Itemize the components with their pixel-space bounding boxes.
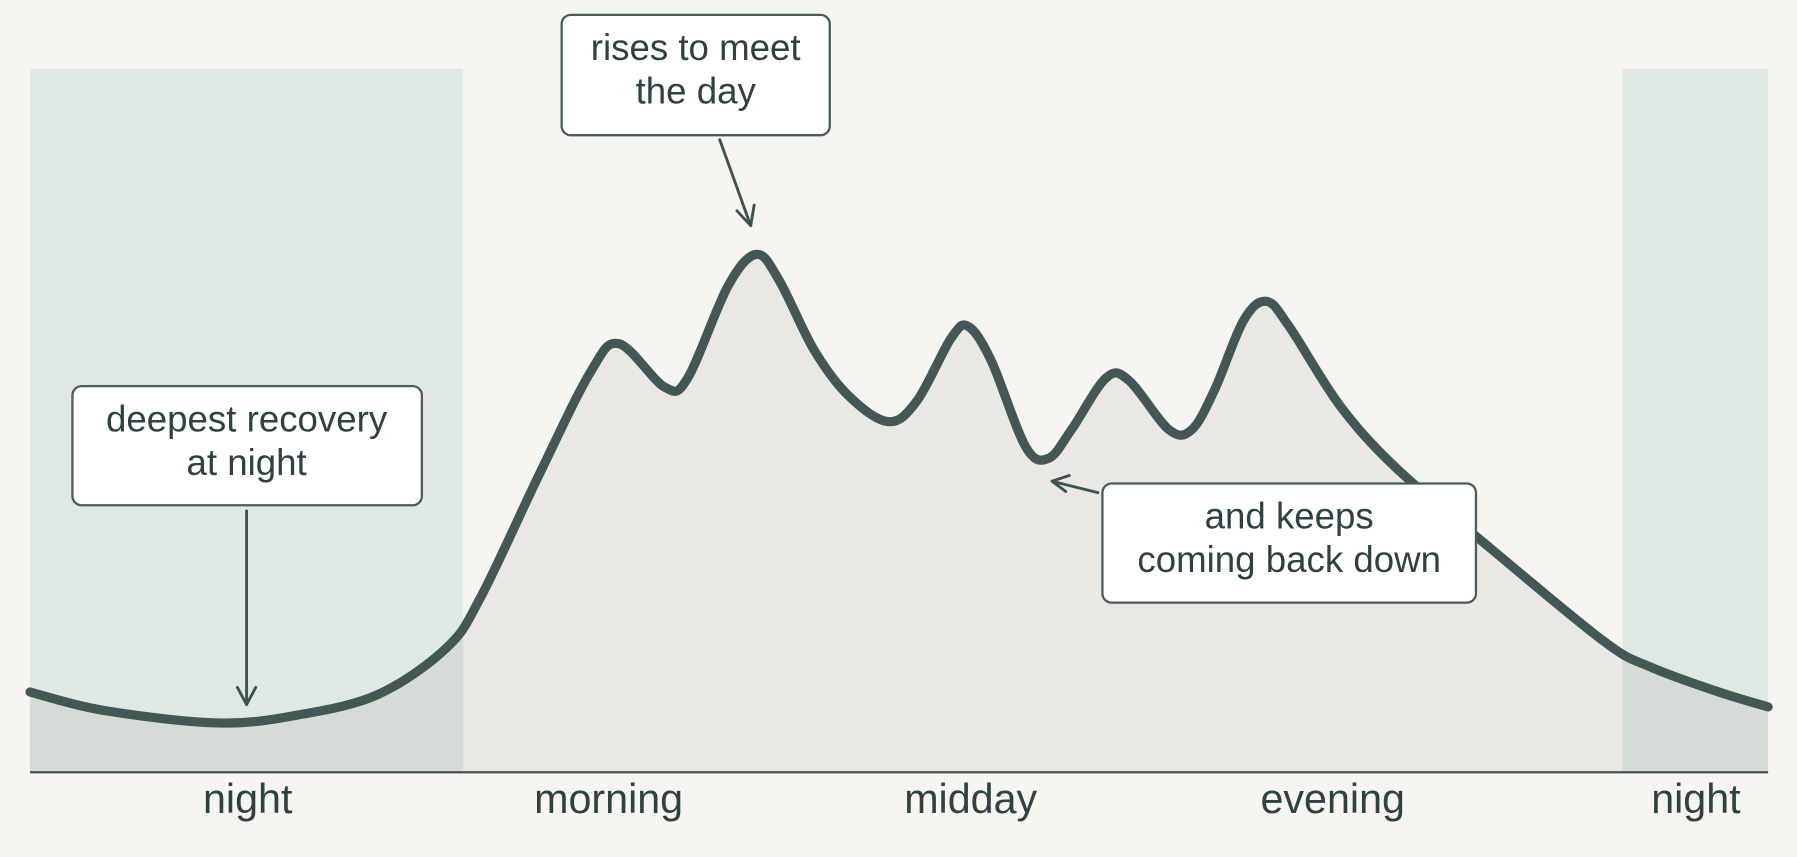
- x-label: evening: [1261, 776, 1405, 822]
- x-label: night: [203, 776, 293, 822]
- arrow: [235, 509, 258, 707]
- annotation-box: [560, 13, 831, 137]
- annotation-box: [71, 384, 424, 507]
- annotation-box: [1101, 482, 1478, 604]
- annotation-text: and keeps: [1205, 496, 1374, 537]
- annotation-text: coming back down: [1137, 539, 1441, 580]
- curve-area: [30, 254, 1769, 773]
- annotation-text: the day: [636, 71, 757, 112]
- annotation-text: rises to meet: [591, 27, 801, 68]
- night-band: [1622, 68, 1769, 773]
- x-label: midday: [904, 776, 1037, 822]
- curve: [25, 249, 1773, 728]
- annotation-text: at night: [186, 442, 306, 483]
- annotation-text: deepest recovery: [106, 398, 388, 439]
- arrow: [718, 138, 756, 228]
- x-label: night: [1651, 776, 1741, 822]
- arrow: [1050, 474, 1100, 495]
- x-label: morning: [534, 776, 683, 822]
